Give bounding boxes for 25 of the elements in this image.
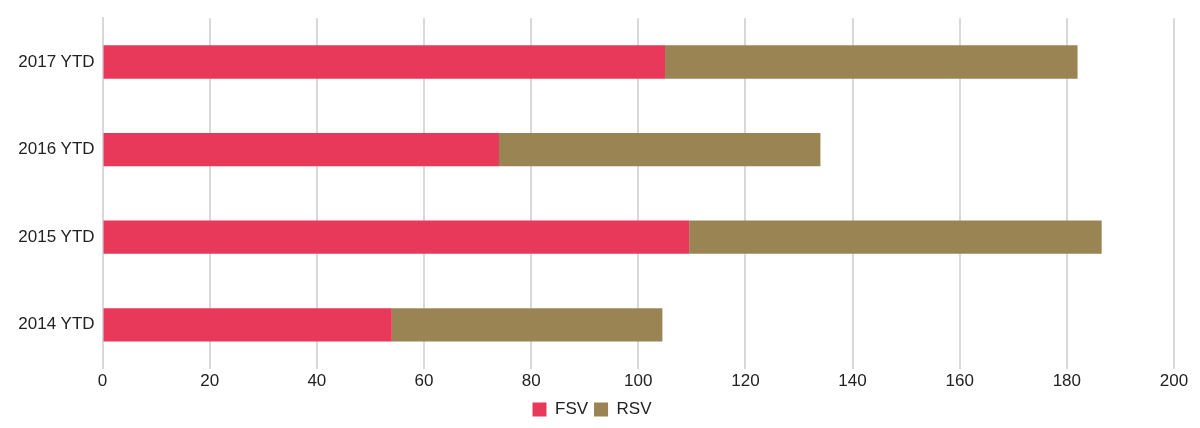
legend-label: FSV bbox=[554, 399, 589, 419]
x-tick-label: 100 bbox=[624, 371, 653, 391]
bar bbox=[689, 220, 1102, 254]
y-tick-label: 2017 YTD bbox=[18, 51, 95, 71]
bar bbox=[498, 132, 821, 167]
x-tick-label: 160 bbox=[945, 371, 974, 391]
x-tick-label: 120 bbox=[731, 371, 760, 391]
y-tick-label: 2014 YTD bbox=[18, 314, 95, 334]
bar bbox=[665, 45, 1078, 79]
x-tick-label: 60 bbox=[414, 371, 434, 391]
y-tick-label: 2016 YTD bbox=[18, 139, 95, 159]
x-tick-label: 180 bbox=[1052, 371, 1082, 391]
x-tick-label: 0 bbox=[97, 371, 108, 391]
bar bbox=[103, 220, 690, 254]
x-tick-label: 140 bbox=[838, 371, 867, 391]
x-tick-label: 200 bbox=[1159, 371, 1189, 391]
bar bbox=[103, 132, 499, 167]
y-tick-label: 2015 YTD bbox=[18, 226, 95, 246]
x-tick-label: 40 bbox=[307, 371, 327, 391]
x-tick-label: 20 bbox=[200, 371, 220, 391]
bar bbox=[103, 45, 666, 79]
bar bbox=[391, 308, 663, 342]
x-tick-label: 80 bbox=[521, 371, 541, 391]
bar bbox=[103, 308, 392, 342]
legend-label: RSV bbox=[616, 399, 653, 419]
